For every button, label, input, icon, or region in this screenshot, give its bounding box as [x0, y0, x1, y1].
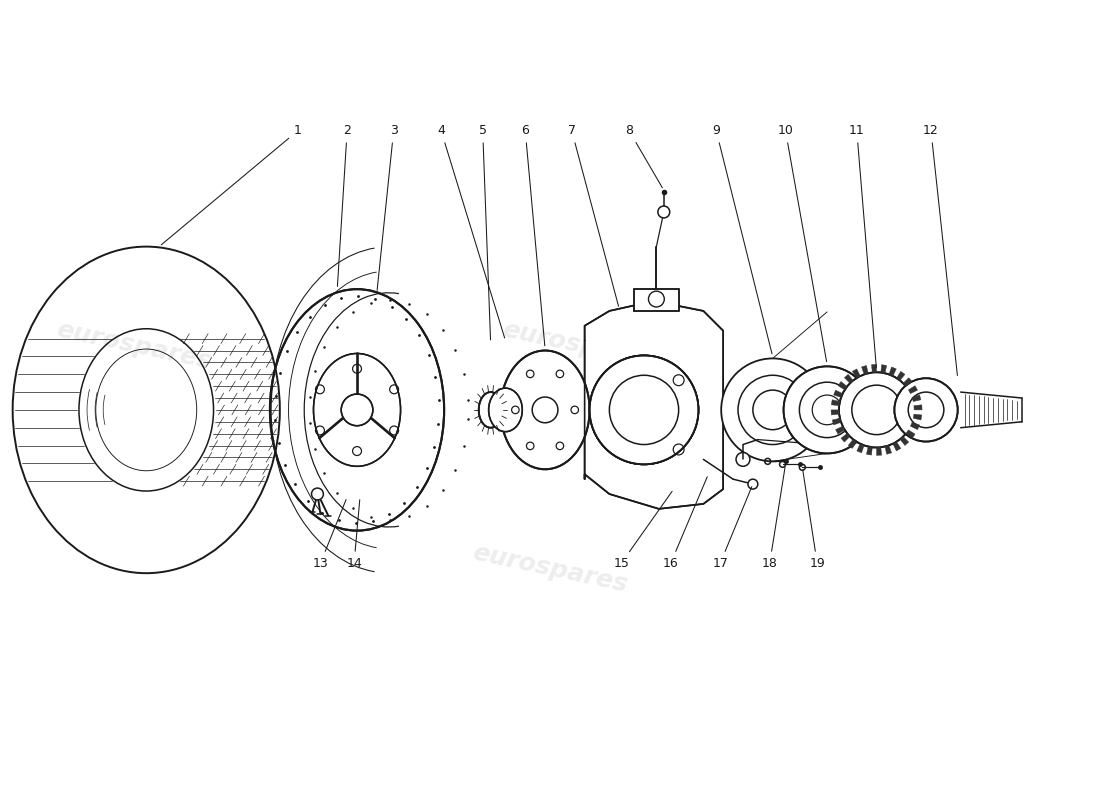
Ellipse shape [478, 392, 503, 428]
Polygon shape [852, 369, 860, 378]
Polygon shape [881, 365, 887, 374]
Text: 17: 17 [713, 486, 751, 570]
Text: 18: 18 [761, 467, 785, 570]
Polygon shape [889, 367, 896, 376]
Text: eurospares: eurospares [55, 318, 215, 374]
Polygon shape [909, 386, 917, 394]
Ellipse shape [314, 354, 400, 466]
Polygon shape [836, 426, 845, 434]
Circle shape [722, 358, 824, 462]
Text: 11: 11 [849, 124, 877, 367]
Circle shape [341, 394, 373, 426]
Text: 4: 4 [437, 124, 505, 338]
Polygon shape [903, 378, 912, 386]
Text: 6: 6 [521, 124, 544, 346]
Polygon shape [911, 422, 920, 430]
Polygon shape [848, 439, 857, 449]
Ellipse shape [488, 388, 522, 432]
Polygon shape [893, 442, 901, 451]
Text: 7: 7 [568, 124, 618, 306]
Ellipse shape [270, 289, 444, 530]
Text: 3: 3 [377, 124, 397, 290]
Polygon shape [861, 366, 868, 374]
Polygon shape [896, 371, 905, 381]
Polygon shape [834, 390, 843, 398]
Circle shape [649, 291, 664, 307]
Ellipse shape [496, 397, 516, 422]
Circle shape [839, 372, 914, 447]
Circle shape [748, 479, 758, 489]
Polygon shape [867, 446, 872, 455]
Polygon shape [913, 414, 922, 420]
Text: 9: 9 [713, 124, 772, 354]
Circle shape [736, 453, 750, 466]
Circle shape [894, 378, 958, 442]
Polygon shape [584, 301, 723, 509]
Circle shape [590, 355, 698, 464]
Text: 16: 16 [663, 477, 707, 570]
Text: eurospares: eurospares [499, 318, 660, 374]
Circle shape [658, 206, 670, 218]
Polygon shape [832, 400, 840, 406]
Text: 19: 19 [803, 470, 825, 570]
Text: 13: 13 [312, 499, 346, 570]
Text: 5: 5 [478, 124, 491, 340]
Text: 8: 8 [625, 124, 662, 188]
Polygon shape [830, 410, 839, 415]
Polygon shape [900, 437, 909, 446]
Polygon shape [833, 418, 842, 425]
Polygon shape [838, 382, 847, 390]
Polygon shape [634, 289, 679, 311]
Circle shape [311, 488, 323, 500]
Text: 14: 14 [346, 500, 362, 570]
Polygon shape [884, 446, 892, 454]
Ellipse shape [500, 350, 590, 470]
Polygon shape [842, 434, 850, 442]
Polygon shape [877, 447, 882, 455]
Polygon shape [914, 405, 922, 410]
Polygon shape [912, 395, 921, 402]
Text: 12: 12 [923, 124, 957, 375]
Polygon shape [871, 364, 877, 373]
Polygon shape [906, 430, 915, 438]
Polygon shape [857, 444, 865, 453]
Polygon shape [845, 374, 854, 383]
Text: 10: 10 [778, 124, 826, 362]
Text: eurospares: eurospares [470, 540, 630, 597]
Circle shape [590, 355, 698, 464]
Text: 1: 1 [162, 124, 301, 245]
Circle shape [783, 366, 870, 454]
Text: 2: 2 [338, 124, 351, 286]
Text: 15: 15 [614, 491, 672, 570]
